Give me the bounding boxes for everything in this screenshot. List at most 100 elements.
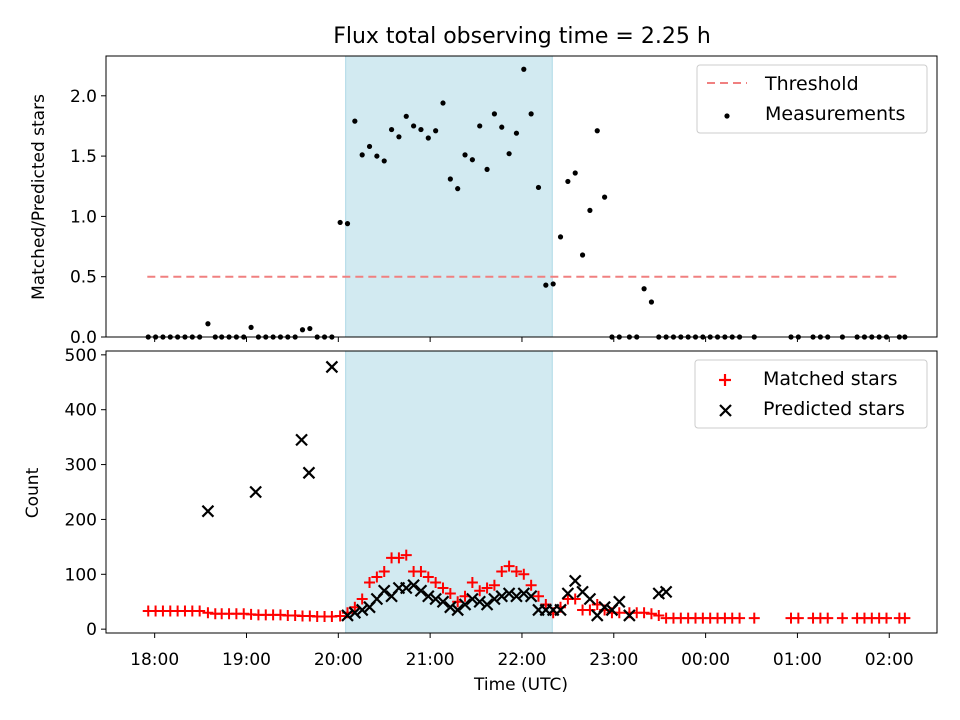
x-tick-label: 00:00 [681, 650, 730, 670]
count-panel: 0 100 200 300 400 500 18:00 19:00 20:00 21:00 22:0… [23, 346, 938, 695]
matched-stars-point [880, 612, 892, 624]
predicted-stars-point [355, 603, 369, 617]
measurements-point [381, 158, 387, 164]
matched-stars-point [518, 568, 530, 580]
matched-stars-point [792, 612, 804, 624]
matched-stars-point [488, 579, 500, 591]
x-tick-label: 22:00 [497, 650, 546, 670]
matched-stars-point [430, 577, 442, 589]
measurements-point [572, 170, 578, 176]
measurements-point [418, 126, 424, 133]
measurements-point [337, 219, 343, 226]
matched-stars-point [194, 605, 206, 617]
matched-stars-point [503, 560, 515, 572]
predicted-stars-point [652, 587, 666, 600]
predicted-stars-point [249, 485, 262, 499]
measurements-point [462, 152, 468, 158]
matched-stars-point [653, 609, 665, 621]
legend-threshold-label: Threshold [764, 73, 859, 95]
measurements-point [506, 151, 512, 157]
measurements-point [403, 113, 409, 119]
matched-stars-point [540, 598, 552, 610]
matched-stars-point [748, 612, 760, 624]
measurements-point [477, 123, 483, 129]
matched-stars-point [466, 577, 478, 589]
measurements-point [344, 221, 351, 227]
predicted-stars-point [466, 592, 479, 606]
predicted-stars-point [444, 600, 457, 614]
matched-stars-point [415, 566, 427, 578]
measurements-point [499, 124, 505, 130]
matched-stars-point [822, 612, 834, 624]
matched-stars-point [569, 593, 581, 605]
predicted-legend-swatch [719, 404, 732, 417]
measurements-point [248, 324, 254, 330]
legend-measurements-label: Measurements [765, 103, 905, 125]
measurements-point [557, 234, 564, 240]
measurements-point [411, 123, 417, 129]
x-tick-label: 23:00 [589, 650, 638, 670]
measurements-point [648, 299, 655, 305]
top-legend: Threshold Measurements [696, 64, 928, 134]
predicted-stars-point [473, 595, 486, 609]
predicted-stars-point [598, 600, 611, 614]
predicted-stars-point [348, 606, 362, 619]
measurements-point [388, 126, 395, 133]
bottom-ylabel: Count [23, 467, 43, 518]
bottom-legend-box [694, 359, 928, 429]
predicted-stars-point [436, 595, 450, 609]
measurements-point [528, 111, 534, 117]
measurements-point [565, 178, 571, 185]
predicted-stars-point [488, 592, 501, 606]
predicted-stars-point [377, 584, 391, 598]
x-tick-label: 18:00 [130, 650, 179, 670]
matched-stars-point [584, 604, 596, 616]
measurements-point [641, 286, 647, 292]
matched-stars-point [393, 552, 405, 564]
measurements-point [307, 325, 313, 332]
predicted-stars-point [583, 592, 597, 606]
x-tick-label: 02:00 [865, 650, 914, 670]
predicted-stars-point [422, 589, 435, 603]
bottom-xlabel: Time (UTC) [473, 675, 568, 695]
y-tick-label: 400 [65, 401, 97, 421]
measurements-point [587, 207, 593, 213]
predicted-stars-point [429, 592, 442, 606]
measurements-point [366, 143, 373, 150]
measurements-point [469, 157, 475, 163]
predicted-stars-point [325, 360, 339, 374]
matched-stars-point [525, 579, 537, 591]
measurements-point [374, 153, 380, 159]
legend-predicted-label: Predicted stars [763, 398, 905, 420]
top-ylabel: Matched/Predicted stars [29, 94, 49, 300]
measurements-point [299, 327, 306, 333]
y-tick-label: 1.5 [70, 147, 97, 167]
x-tick-label: 01:00 [773, 650, 822, 670]
measurements-point [447, 176, 453, 182]
predicted-stars-point [554, 603, 567, 617]
measurements-point [440, 100, 446, 106]
y-tick-label: 2.0 [70, 87, 97, 107]
measurements-point [455, 186, 461, 192]
matched-stars-point [474, 585, 486, 597]
predicted-stars-point [480, 598, 494, 611]
y-tick-label: 500 [65, 346, 97, 366]
predicted-stars-point [451, 603, 464, 617]
matched-stars-point [734, 612, 746, 624]
measurements-legend-swatch [724, 113, 730, 119]
predicted-stars-point [295, 433, 308, 447]
measurements-point [535, 184, 542, 191]
measurements-point [602, 194, 608, 200]
x-tick-label: 21:00 [406, 650, 455, 670]
predicted-stars-point [414, 584, 428, 598]
legend-matched-label: Matched stars [763, 368, 897, 390]
matched-stars-point [444, 587, 456, 599]
measurements-point [543, 282, 549, 288]
matched-legend-swatch [719, 374, 731, 386]
predicted-stars-point [201, 504, 215, 518]
predicted-stars-point [659, 585, 673, 599]
matched-stars-point [422, 571, 434, 583]
observing-window [345, 55, 553, 338]
x-tick-label: 20:00 [314, 650, 363, 670]
